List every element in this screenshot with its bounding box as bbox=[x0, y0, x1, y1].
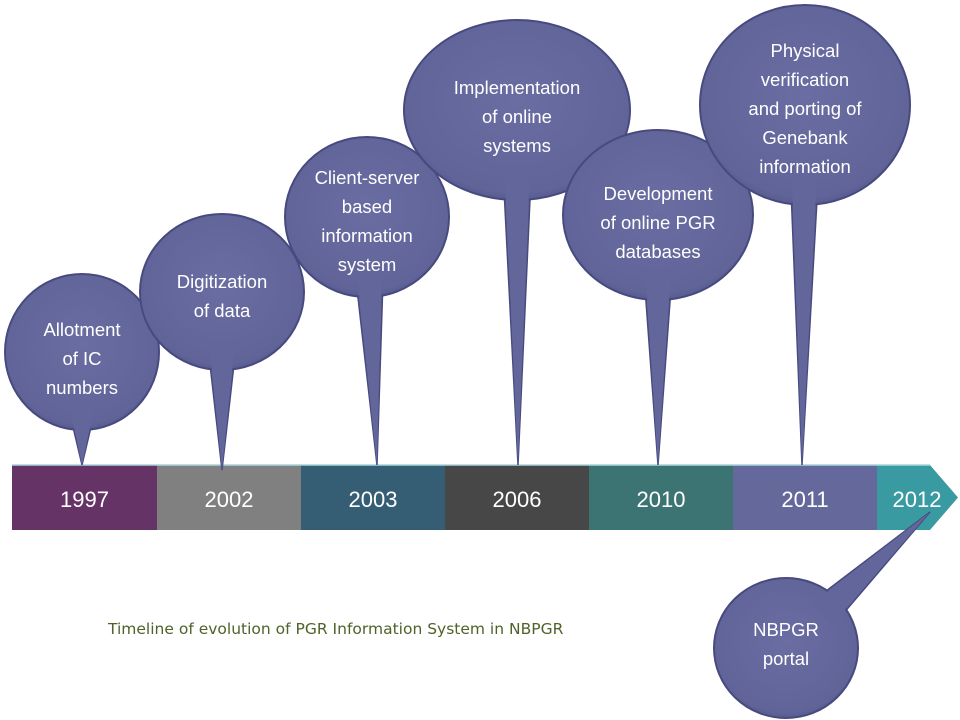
event-text: Digitization bbox=[177, 271, 268, 292]
year-label: 2002 bbox=[205, 487, 254, 512]
event-text: verification bbox=[761, 69, 849, 90]
year-label: 1997 bbox=[60, 487, 109, 512]
timeline-segment-2010 bbox=[589, 465, 733, 530]
event-text: databases bbox=[615, 241, 700, 262]
event-bubble-2006: Implementation of online systems bbox=[403, 19, 631, 466]
timeline-segment-2006 bbox=[445, 465, 589, 530]
event-text: Allotment bbox=[43, 319, 120, 340]
event-bubble-2010: Development of online PGR databases bbox=[562, 129, 754, 466]
event-text: Genebank bbox=[762, 127, 848, 148]
event-text: and porting of bbox=[748, 98, 862, 119]
event-text: Client-server bbox=[315, 167, 420, 188]
timeline-bar: 1997 2002 2003 2006 2010 2011 2012 bbox=[12, 464, 958, 530]
event-text: numbers bbox=[46, 377, 118, 398]
year-label: 2010 bbox=[637, 487, 686, 512]
event-text: information bbox=[759, 156, 851, 177]
event-text: NBPGR bbox=[753, 619, 819, 640]
event-text: Physical bbox=[771, 40, 840, 61]
timeline-segment-2002 bbox=[157, 465, 301, 530]
timeline-segment-2011 bbox=[733, 465, 877, 530]
year-label: 2012 bbox=[893, 487, 942, 512]
event-text: of online bbox=[482, 106, 552, 127]
event-text: of data bbox=[194, 300, 251, 321]
event-text: Implementation bbox=[454, 77, 580, 98]
event-text: information bbox=[321, 225, 413, 246]
event-bubble-1997: Allotment of IC numbers bbox=[4, 273, 160, 466]
event-text: system bbox=[338, 254, 397, 275]
timeline-segment-1997 bbox=[12, 465, 157, 530]
event-text: of IC bbox=[62, 348, 101, 369]
timeline-arrow-2012 bbox=[877, 465, 958, 530]
year-label: 2003 bbox=[349, 487, 398, 512]
event-text: based bbox=[342, 196, 392, 217]
event-bubble-2002: Digitization of data bbox=[139, 213, 305, 471]
event-bubble-2003: Client-server based information system bbox=[284, 136, 450, 466]
event-bubble-2012: NBPGR portal bbox=[713, 511, 931, 719]
event-text: systems bbox=[483, 135, 551, 156]
caption: Timeline of evolution of PGR Information… bbox=[107, 620, 564, 638]
event-bubbles: Allotment of IC numbers Digitization of data… bbox=[4, 4, 931, 719]
year-label: 2006 bbox=[493, 487, 542, 512]
event-text: Development bbox=[603, 183, 712, 204]
year-label: 2011 bbox=[781, 487, 828, 512]
event-text: of online PGR bbox=[600, 212, 715, 233]
event-bubble-2011: Physical verification and porting of Geneba… bbox=[699, 4, 911, 466]
event-text: portal bbox=[763, 648, 809, 669]
timeline-segment-2003 bbox=[301, 465, 445, 530]
